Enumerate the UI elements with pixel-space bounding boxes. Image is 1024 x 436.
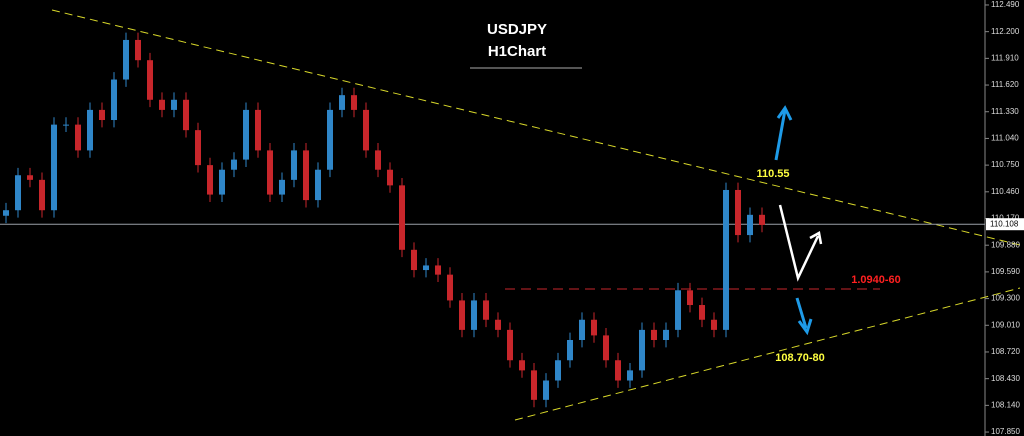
candle-body <box>507 329 513 361</box>
candle-body <box>363 109 369 151</box>
candle-body <box>663 329 669 341</box>
y-tick-label: 110.170 <box>991 214 1020 223</box>
y-tick-label: 108.720 <box>991 347 1020 356</box>
last-price-box <box>986 218 1024 231</box>
y-tick-label: 110.750 <box>991 160 1020 169</box>
candle-body <box>327 109 333 170</box>
candle-body <box>279 179 285 195</box>
candle-body <box>135 39 141 61</box>
y-tick-label: 107.850 <box>991 427 1020 436</box>
candle-body <box>3 210 9 216</box>
candle-body <box>315 169 321 201</box>
candle-body <box>183 99 189 131</box>
candle-body <box>423 265 429 271</box>
candle-body <box>735 189 741 236</box>
trend-line <box>51 9 1021 246</box>
arrows <box>774 105 813 336</box>
candle-body <box>555 360 561 381</box>
candle-body <box>243 109 249 160</box>
candle-body <box>99 109 105 121</box>
y-tick-label: 111.910 <box>991 53 1019 62</box>
candle-body <box>351 95 357 110</box>
candle-body <box>435 265 441 275</box>
candle-body <box>303 150 309 201</box>
candle-body <box>591 319 597 336</box>
annotation: 1.0940-60 <box>851 274 901 286</box>
candle-body <box>111 79 117 121</box>
chart-title: USDJPY <box>487 21 547 38</box>
candle-body <box>723 189 729 330</box>
candle-body <box>603 335 609 361</box>
y-tick-label: 111.620 <box>991 80 1019 89</box>
candle-body <box>531 370 537 400</box>
candle-body <box>39 179 45 211</box>
last-price-label: 110.108 <box>990 219 1019 228</box>
arrow <box>774 105 793 161</box>
candle-body <box>63 124 69 126</box>
candle-body <box>459 300 465 330</box>
candle-body <box>699 305 705 320</box>
candle-body <box>711 319 717 330</box>
candle-body <box>171 99 177 110</box>
candle-body <box>483 300 489 320</box>
candle-body <box>471 300 477 330</box>
candle-body <box>267 150 273 195</box>
candle-body <box>447 274 453 301</box>
candle-body <box>567 340 573 361</box>
y-tick-label: 112.200 <box>991 27 1020 36</box>
y-tick-label: 108.140 <box>991 400 1020 409</box>
candle-body <box>675 290 681 330</box>
candle-body <box>339 95 345 110</box>
candle-body <box>87 109 93 151</box>
trend-line <box>514 287 1021 421</box>
annotation: 108.70-80 <box>775 352 825 364</box>
candle-body <box>495 319 501 330</box>
candle-body <box>147 60 153 100</box>
candle-body <box>747 214 753 236</box>
y-tick-label: 109.590 <box>991 267 1020 276</box>
candle-body <box>15 175 21 211</box>
candle-body <box>231 159 237 170</box>
candle-body <box>387 169 393 186</box>
candle-body <box>207 165 213 195</box>
y-tick-label: 110.460 <box>991 187 1020 196</box>
y-tick-label: 111.040 <box>991 134 1019 143</box>
annotation: 110.55 <box>756 168 789 180</box>
candle-body <box>615 360 621 381</box>
y-tick-label: 111.330 <box>991 107 1019 116</box>
candle-body <box>687 290 693 306</box>
candle-body <box>51 124 57 211</box>
candle-body <box>651 329 657 341</box>
candle-body <box>219 169 225 195</box>
candle-body <box>399 185 405 250</box>
candle-body <box>627 370 633 381</box>
y-tick-label: 112.490 <box>991 0 1020 9</box>
y-tick-label: 109.300 <box>991 294 1020 303</box>
y-tick-label: 109.010 <box>991 320 1020 329</box>
y-tick-label: 108.430 <box>991 374 1020 383</box>
candle-body <box>255 109 261 151</box>
candle-body <box>375 150 381 170</box>
candle-body <box>27 175 33 180</box>
arrow <box>778 204 823 282</box>
candles <box>0 32 985 408</box>
candle-body <box>291 150 297 180</box>
arrow <box>795 297 813 336</box>
candle-body <box>543 380 549 400</box>
candle-body <box>759 214 765 225</box>
chart-subtitle: H1Chart <box>488 43 546 60</box>
candle-body <box>639 329 645 371</box>
candle-body <box>411 249 417 271</box>
y-tick-label: 109.880 <box>991 240 1020 249</box>
candle-body <box>195 130 201 166</box>
candle-body <box>519 360 525 371</box>
candle-body <box>123 39 129 80</box>
candle-body <box>159 99 165 110</box>
candle-body <box>579 319 585 341</box>
candle-body <box>75 124 81 151</box>
